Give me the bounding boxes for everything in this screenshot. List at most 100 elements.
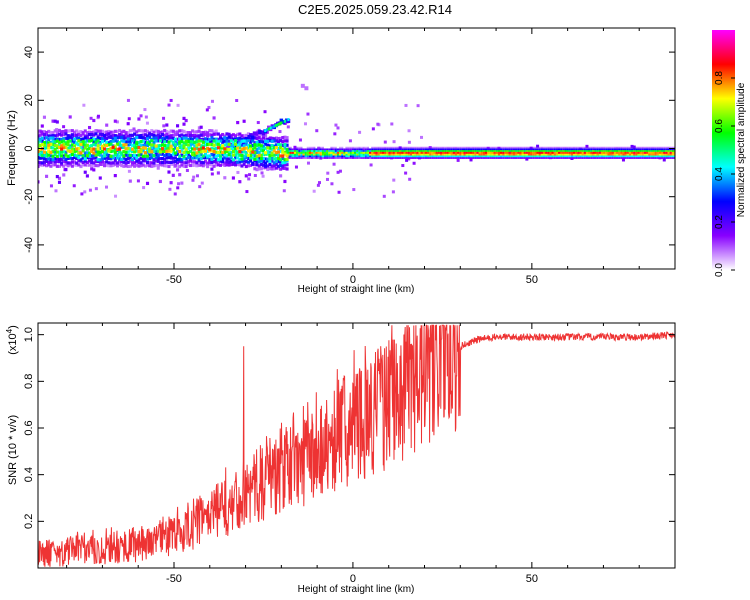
heatmap-cell [542,156,546,159]
heatmap-cell [195,174,199,178]
heatmap-cell [197,150,201,154]
heatmap-cell [495,155,498,158]
heatmap-cell [244,160,248,164]
heatmap-cell [199,150,203,154]
heatmap-cell [173,143,177,147]
heatmap-cell [605,153,608,156]
heatmap-cell [360,151,363,154]
heatmap-cell [85,174,89,178]
heatmap-cell [261,147,265,151]
heatmap-cell [100,139,104,144]
heatmap-cell [605,155,608,158]
heatmap-cell [216,137,220,141]
heatmap-cell [491,155,494,158]
heatmap-cell [637,148,640,151]
heatmap-cell [160,156,165,161]
heatmap-cell [114,194,118,198]
heatmap-cell [251,139,255,143]
heatmap-cell [632,145,636,149]
heatmap-cell [356,150,359,153]
heatmap-cell [279,136,283,141]
heatmap-cell [581,146,584,149]
heatmap-cell [191,160,195,164]
heatmap-cell [270,159,274,163]
heatmap-cell [60,147,64,151]
heatmap-cell [266,159,270,163]
heatmap-cell [259,156,263,160]
heatmap-cell [261,163,265,167]
heatmap-cell [613,156,616,159]
heatmap-cell [77,155,81,160]
heatmap-cell [261,156,265,161]
heatmap-cell [231,147,235,151]
heatmap-cell [143,133,147,137]
heatmap-cell [234,142,238,146]
heatmap-cell [272,146,276,150]
heatmap-cell [113,119,117,123]
heatmap-cell [188,159,192,163]
heatmap-cell [641,151,644,154]
heatmap-cell [334,148,337,151]
heatmap-cell [302,148,305,151]
heatmap-cell [560,146,563,149]
heatmap-cell [240,153,244,158]
heatmap-cell [592,148,595,151]
heatmap-cell [633,151,636,154]
heatmap-cell [298,155,301,158]
heatmap-cell [66,143,70,147]
heatmap-cell [459,150,462,153]
heatmap-cell [208,162,212,166]
heatmap-cell [124,140,128,144]
heatmap-cell [671,148,674,151]
heatmap-cell [388,153,391,156]
heatmap-cell [315,151,318,154]
heatmap-cell [105,150,109,154]
heatmap-cell [182,136,186,140]
heatmap-cell [171,133,175,137]
heatmap-cell [195,146,199,150]
heatmap-cell [203,156,208,160]
heatmap-cell [186,143,190,147]
heatmap-cell [253,157,257,161]
heatmap-cell [407,150,410,153]
heatmap-cell [105,133,109,137]
heatmap-cell [628,150,632,153]
heatmap-cell [244,152,248,157]
heatmap-cell [663,151,666,154]
heatmap-cell [66,129,70,133]
heatmap-cell [560,151,563,154]
heatmap-cell [234,139,238,143]
heatmap-cell [399,155,402,158]
heatmap-cell [236,162,240,166]
heatmap-cell [128,179,132,183]
heatmap-cell [611,148,614,151]
heatmap-cell [321,156,324,159]
heatmap-cell [377,151,380,154]
heatmap-cell [506,153,509,156]
heatmap-cell [295,148,299,151]
heatmap-cell [338,169,342,173]
heatmap-cell [396,156,400,159]
heatmap-cell [266,157,270,161]
heatmap-cell [300,155,303,158]
heatmap-cell [128,164,132,168]
heatmap-cell [126,160,130,164]
heatmap-cell [575,148,578,151]
heatmap-cell [276,164,281,168]
heatmap-cell [381,150,385,153]
heatmap-cell [68,139,72,143]
heatmap-cell [176,132,180,136]
heatmap-cell [553,156,556,159]
heatmap-cell [70,133,74,137]
heatmap-cell [557,148,561,151]
heatmap-cell [105,185,109,189]
heatmap-cell [167,143,171,148]
heatmap-cell [343,151,346,154]
heatmap-cell [229,159,233,163]
heatmap-cell [231,137,235,141]
heatmap-cell [624,156,627,159]
heatmap-cell [418,153,421,156]
heatmap-cell [435,146,438,149]
heatmap-cell [491,150,494,153]
heatmap-cell [55,154,59,159]
